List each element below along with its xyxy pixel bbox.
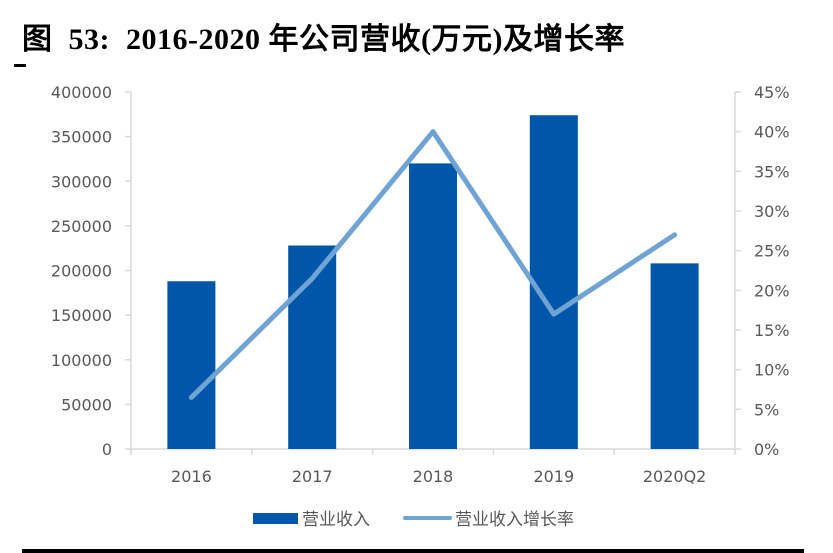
left-tick-label: 150000 [51,306,112,325]
x-tick-label: 2017 [292,467,333,486]
bar [167,281,216,449]
x-tick-label: 2020Q2 [643,467,707,486]
bar [529,115,578,449]
figure-prefix: 图 [22,23,53,56]
right-tick-label: 0% [754,440,779,459]
growth-line [188,129,678,400]
x-tick-label: 2019 [533,467,574,486]
title-underscore [14,64,26,67]
right-tick-label: 35% [754,162,790,181]
right-tick-label: 15% [754,321,790,340]
legend: 营业收入 营业收入增长率 [253,510,574,530]
right-tick-label: 40% [754,123,790,142]
bottom-rule [22,549,804,553]
right-tick-label: 45% [754,83,790,102]
legend-bar-swatch [253,513,298,524]
bar [409,163,457,449]
x-tick-label: 2018 [413,467,454,486]
bar-series [167,115,699,449]
left-tick-label: 50000 [61,395,112,414]
right-axis: 0% 5% 10% 15% 20% 25% 30% 35% 40% 45% [734,83,790,459]
left-tick-label: 300000 [51,172,112,191]
figure-title-text: 2016-2020 年公司营收(万元)及增长率 [126,23,625,56]
right-tick-label: 20% [754,281,790,300]
left-tick-label: 0 [102,440,112,459]
right-tick-label: 30% [754,202,790,221]
x-axis: 2016 2017 2018 2019 2020Q2 [130,448,736,486]
legend-bar-label: 营业收入 [302,510,370,530]
bar [650,263,699,449]
x-tick-label: 2016 [171,467,212,486]
left-tick-label: 250000 [51,217,112,236]
legend-line-label: 营业收入增长率 [455,510,574,530]
figure-number: 53: [68,23,110,56]
left-tick-label: 350000 [51,128,112,147]
left-tick-label: 200000 [51,262,112,281]
line-series [188,129,678,400]
right-tick-label: 5% [754,400,779,419]
right-tick-label: 25% [754,242,790,261]
left-tick-label: 400000 [51,83,112,102]
left-axis: 0 50000 100000 150000 200000 250000 300000 3500… [51,83,132,459]
combo-chart: 0 50000 100000 150000 200000 250000 300000 3500… [51,83,790,530]
chart-title: 图 53: 2016-2020 年公司营收(万元)及增长率 [22,14,625,58]
left-tick-label: 100000 [51,351,112,370]
right-tick-label: 10% [754,361,790,380]
